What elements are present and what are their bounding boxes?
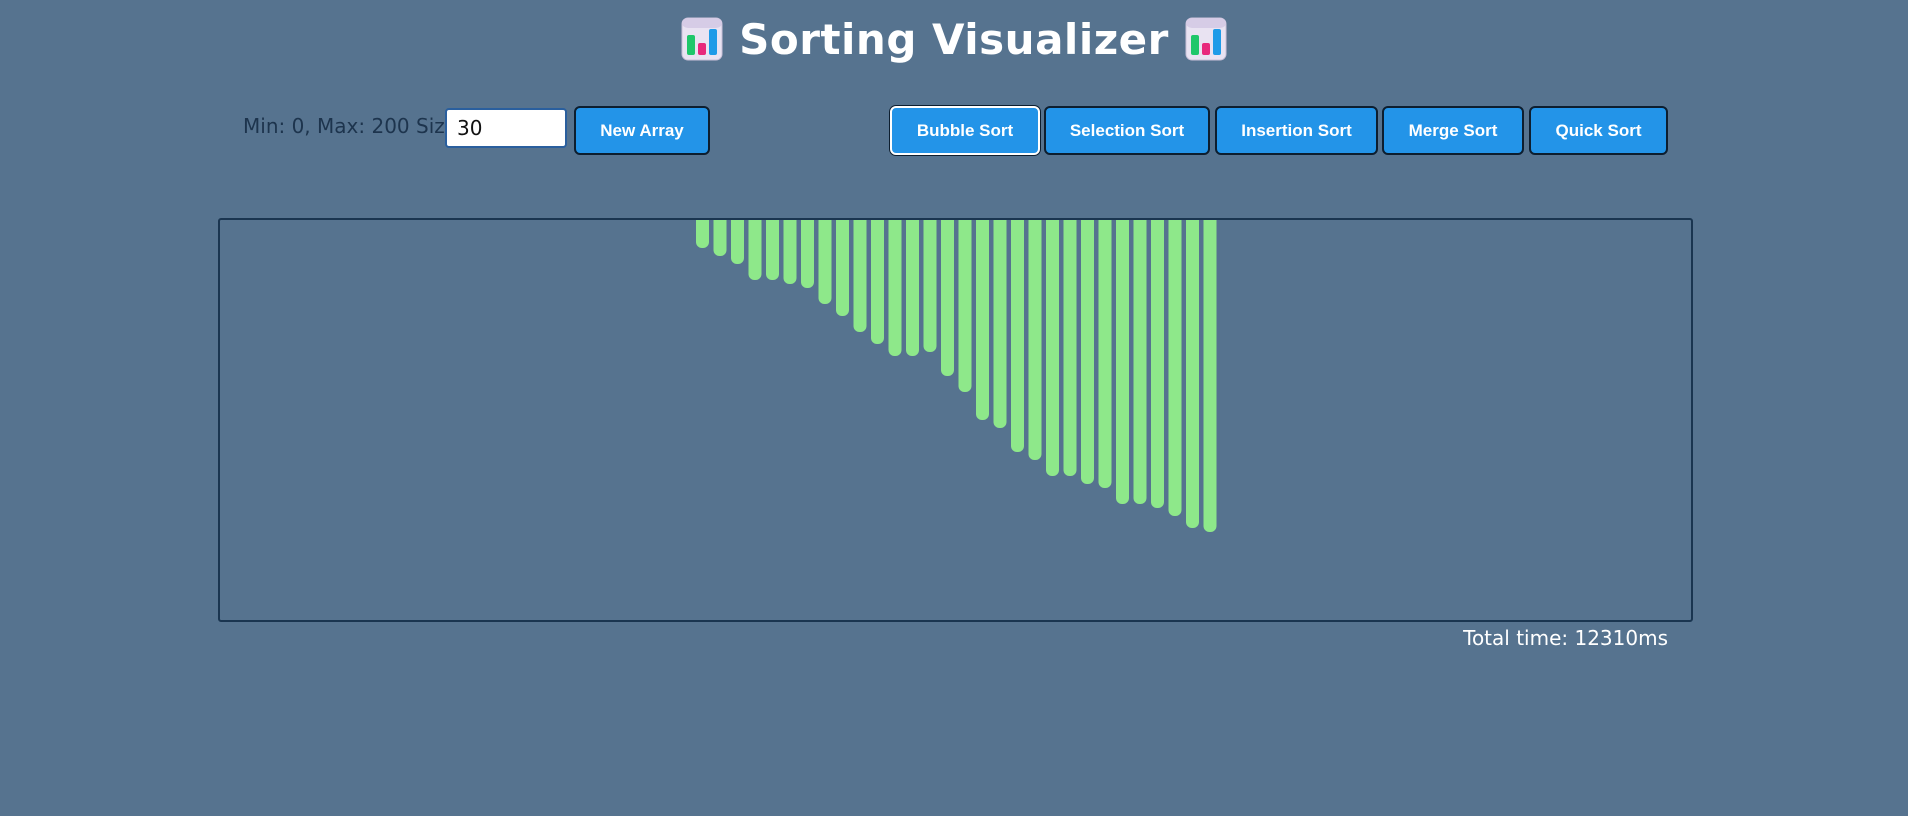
- merge-sort-button[interactable]: Merge Sort: [1382, 106, 1524, 155]
- array-bar: [1203, 220, 1217, 532]
- array-bar: [801, 220, 814, 288]
- array-bar: [731, 220, 744, 264]
- bubble-sort-button[interactable]: Bubble Sort: [890, 106, 1040, 155]
- array-bar: [1063, 220, 1077, 476]
- quick-sort-button[interactable]: Quick Sort: [1529, 106, 1668, 155]
- header: Sorting Visualizer: [0, 8, 1908, 70]
- total-time-text: Total time: 12310ms: [1463, 626, 1668, 650]
- page-title: Sorting Visualizer: [739, 14, 1169, 64]
- array-bar: [958, 220, 972, 392]
- size-input[interactable]: [445, 108, 567, 148]
- array-bar: [783, 220, 797, 284]
- array-bar: [976, 220, 989, 420]
- array-bar: [871, 220, 884, 344]
- bars-chart: [696, 220, 1217, 532]
- array-bar: [923, 220, 937, 352]
- array-bar: [713, 220, 727, 256]
- array-bar: [906, 220, 919, 356]
- array-bar: [766, 220, 779, 280]
- array-bar: [941, 220, 954, 376]
- array-bar: [1046, 220, 1059, 476]
- insertion-sort-button[interactable]: Insertion Sort: [1215, 106, 1378, 155]
- bar-chart-icon: [681, 17, 723, 61]
- range-size-label: Min: 0, Max: 200 Size: [243, 114, 458, 138]
- bars-container: [218, 218, 1693, 622]
- array-bar: [1081, 220, 1094, 484]
- selection-sort-button[interactable]: Selection Sort: [1044, 106, 1210, 155]
- array-bar: [1098, 220, 1112, 488]
- array-bar: [1011, 220, 1024, 452]
- new-array-button[interactable]: New Array: [574, 106, 710, 155]
- array-bar: [1133, 220, 1147, 504]
- array-bar: [993, 220, 1007, 428]
- array-bar: [888, 220, 902, 356]
- array-bar: [1168, 220, 1182, 516]
- array-bar: [818, 220, 832, 304]
- array-bar: [836, 220, 849, 316]
- array-bar: [696, 220, 709, 248]
- array-bar: [1028, 220, 1042, 460]
- array-bar: [1151, 220, 1164, 508]
- array-bar: [748, 220, 762, 280]
- array-bar: [1116, 220, 1129, 504]
- array-bar: [853, 220, 867, 332]
- array-bar: [1186, 220, 1199, 528]
- bar-chart-icon: [1185, 17, 1227, 61]
